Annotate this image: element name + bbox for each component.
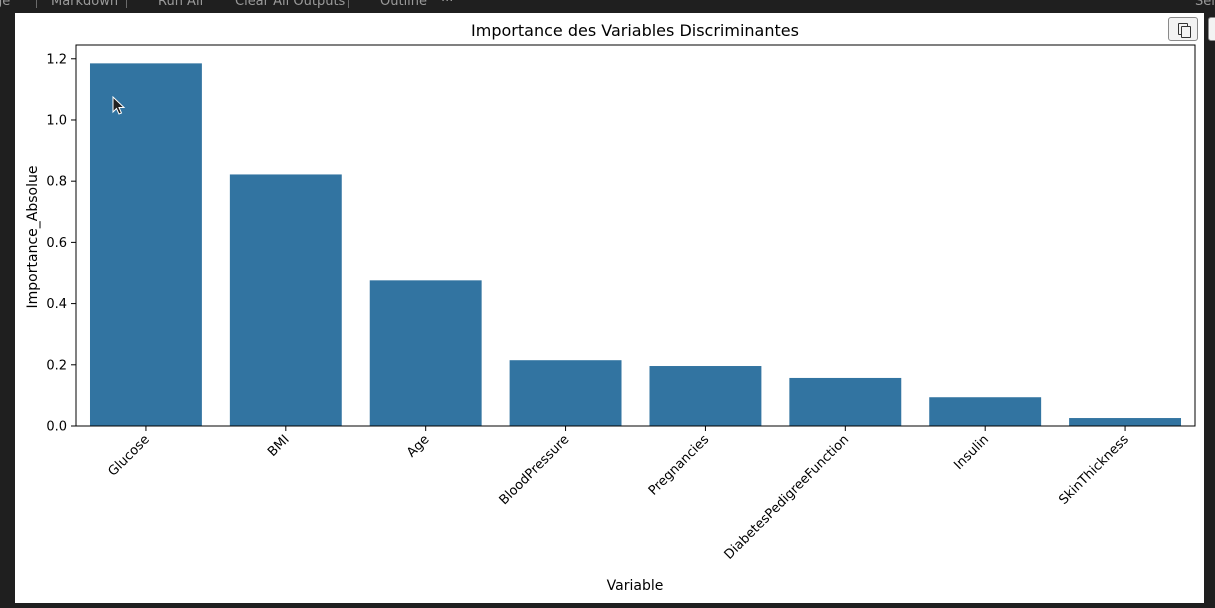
bar-skinthickness [1069, 418, 1182, 426]
toolbar-item-outline[interactable]: Outline [380, 0, 428, 9]
x-tick-label: Glucose [106, 432, 153, 479]
toolbar-item-select-kernel[interactable]: Sel [1195, 0, 1215, 9]
x-tick-label: BloodPressure [497, 432, 573, 508]
x-tick-label: BMI [265, 432, 293, 460]
x-tick-label: Insulin [951, 432, 992, 473]
toolbar-item-run-all[interactable]: Run All [158, 0, 204, 9]
y-tick-label: 0.6 [46, 236, 67, 251]
x-tick-label: Pregnancies [646, 432, 713, 499]
copy-button[interactable] [1168, 17, 1198, 41]
y-tick-label: 0.0 [46, 420, 67, 435]
x-ticks-group: Glucose BMI Age BloodPressure Pregnancies Dia… [106, 426, 1132, 563]
x-tick-label: Age [404, 432, 432, 460]
bar-age [369, 280, 482, 426]
toolbar-item-markdown[interactable]: Markdown [51, 0, 119, 9]
mouse-pointer-icon [112, 96, 126, 115]
y-axis-label: Importance_Absolue [25, 166, 41, 309]
copy-icon-front [1181, 26, 1191, 38]
bar-pregnancies [649, 366, 762, 426]
plot-frame [75, 44, 1196, 427]
x-axis-label: Variable [607, 578, 664, 594]
bar-bmi [229, 174, 342, 426]
x-tick-label: DiabetesPedigreeFunction [722, 432, 852, 562]
y-tick-label: 1.2 [46, 52, 67, 67]
y-tick-label: 0.2 [46, 358, 67, 373]
bar-bloodpressure [509, 360, 622, 426]
chart-title: Importance des Variables Discriminantes [471, 21, 799, 40]
bar-glucose [89, 63, 202, 427]
y-tick-label: 0.8 [46, 175, 67, 190]
bar-diabetespedigreefunction [789, 377, 902, 426]
output-menu-button[interactable] [1208, 17, 1215, 41]
y-tick-label: 0.4 [46, 297, 67, 312]
toolbar-separator [348, 0, 349, 8]
notebook-toolbar: ge Markdown Run All Clear All Outputs Ou… [0, 0, 1215, 13]
toolbar-item-more[interactable]: ··· [441, 0, 454, 9]
bar-insulin [929, 397, 1042, 426]
y-ticks-group: 0.0 0.2 0.4 0.6 0.8 1.0 1.2 [46, 52, 76, 435]
toolbar-separator [36, 0, 37, 8]
toolbar-item-clear-all-outputs[interactable]: Clear All Outputs [235, 0, 346, 9]
toolbar-separator [126, 0, 127, 8]
y-tick-label: 1.0 [46, 113, 67, 128]
toolbar-item-code[interactable]: ge [0, 0, 11, 9]
bars-group [89, 63, 1182, 427]
x-tick-label: SkinThickness [1056, 432, 1132, 508]
